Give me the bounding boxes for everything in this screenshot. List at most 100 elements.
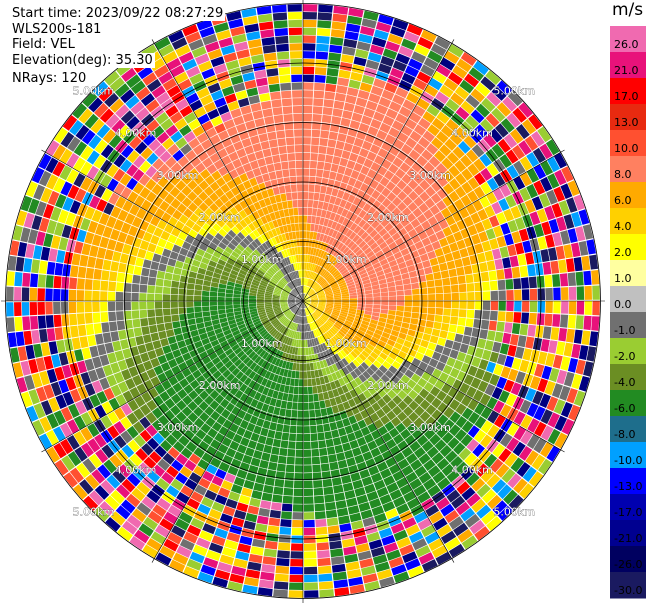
ppi-gate	[495, 463, 510, 478]
ppi-gate	[189, 379, 200, 390]
ppi-gate	[335, 500, 347, 509]
ppi-gate	[414, 511, 428, 524]
ppi-gate	[553, 186, 566, 202]
ppi-gate	[307, 247, 312, 255]
ppi-gate	[303, 301, 304, 309]
ppi-gate	[84, 206, 96, 220]
ppi-gate	[153, 227, 164, 238]
ppi-gate	[132, 318, 141, 328]
ppi-gate	[205, 361, 215, 370]
ppi-gate	[256, 246, 264, 255]
ppi-gate	[315, 216, 321, 225]
ppi-gate	[282, 424, 290, 433]
ppi-gate	[367, 169, 377, 179]
ppi-gate	[443, 419, 455, 431]
ppi-gate	[296, 287, 300, 294]
ppi-gate	[135, 257, 144, 267]
ppi-gate	[139, 404, 151, 416]
ppi-gate	[149, 324, 158, 334]
ppi-gate	[181, 197, 193, 208]
ppi-gate	[48, 397, 60, 413]
ppi-gate	[446, 489, 461, 503]
ppi-gate	[303, 301, 311, 303]
ppi-gate	[93, 268, 102, 280]
ppi-gate	[281, 161, 289, 170]
ppi-gate	[315, 337, 320, 345]
ppi-gate	[503, 489, 518, 505]
ppi-gate	[411, 312, 420, 319]
ppi-gate	[321, 368, 327, 376]
ppi-gate	[513, 278, 522, 290]
ppi-gate	[46, 219, 57, 235]
ppi-gate	[486, 361, 496, 373]
ppi-gate	[388, 310, 396, 316]
ppi-gate	[179, 346, 189, 355]
ppi-gate	[328, 228, 335, 237]
ppi-gate	[410, 459, 423, 471]
ppi-gate	[102, 364, 113, 377]
ppi-gate	[222, 224, 231, 233]
ppi-gate	[294, 465, 303, 473]
ppi-gate	[292, 512, 303, 520]
ppi-gate	[427, 250, 437, 260]
ppi-gate	[331, 312, 339, 317]
ppi-gate	[298, 301, 303, 307]
ppi-gate	[257, 358, 265, 367]
ppi-gate	[52, 161, 66, 177]
ppi-gate	[356, 494, 369, 505]
ppi-gate	[502, 96, 517, 112]
ppi-gate	[303, 27, 317, 36]
ppi-gate	[311, 216, 316, 224]
ppi-gate	[274, 431, 283, 440]
colorbar-tick-label: -4.0	[614, 376, 635, 389]
ppi-gate	[210, 286, 218, 292]
ppi-gate	[226, 179, 236, 190]
ppi-gate	[424, 84, 439, 97]
ppi-gate	[295, 301, 303, 303]
ppi-gate	[62, 391, 75, 406]
ppi-gate	[467, 190, 479, 203]
ppi-gate	[424, 266, 433, 275]
ppi-gate	[14, 271, 23, 287]
ppi-gate	[457, 275, 466, 284]
ppi-gate	[449, 223, 460, 234]
ppi-gate	[230, 133, 241, 144]
ppi-gate	[417, 377, 428, 388]
ppi-gate	[381, 301, 389, 306]
ppi-gate	[73, 431, 87, 446]
ppi-gate	[537, 378, 549, 393]
ppi-gate	[474, 172, 486, 186]
ppi-gate	[274, 358, 281, 367]
ppi-gate	[231, 565, 246, 577]
ppi-gate	[383, 542, 399, 554]
ppi-gate	[301, 262, 303, 270]
ppi-gate	[326, 296, 334, 299]
ppi-gate	[185, 92, 200, 105]
ppi-gate	[103, 202, 115, 215]
ppi-gate	[272, 154, 281, 164]
ppi-gate	[356, 130, 367, 140]
ppi-gate	[344, 276, 353, 282]
ppi-gate	[246, 323, 255, 330]
ppi-gate	[437, 477, 451, 490]
ppi-gate	[271, 276, 279, 283]
ppi-gate	[75, 124, 90, 140]
ppi-gate	[391, 232, 401, 241]
ppi-gate	[230, 355, 239, 364]
ppi-gate	[301, 301, 303, 309]
ppi-gate	[147, 387, 159, 399]
ppi-gate	[141, 267, 150, 277]
ppi-gate	[237, 543, 251, 554]
ppi-gate	[256, 418, 265, 427]
ppi-gate	[489, 128, 503, 143]
ppi-gate	[355, 48, 369, 59]
ppi-gate	[511, 357, 522, 371]
ppi-gate	[257, 208, 265, 218]
ppi-gate	[337, 386, 345, 396]
ppi-gate	[416, 268, 425, 277]
ppi-gate	[43, 233, 54, 248]
ppi-gate	[418, 552, 435, 565]
ppi-gate	[288, 282, 294, 289]
ppi-gate	[175, 260, 184, 269]
ppi-gate	[270, 328, 277, 336]
